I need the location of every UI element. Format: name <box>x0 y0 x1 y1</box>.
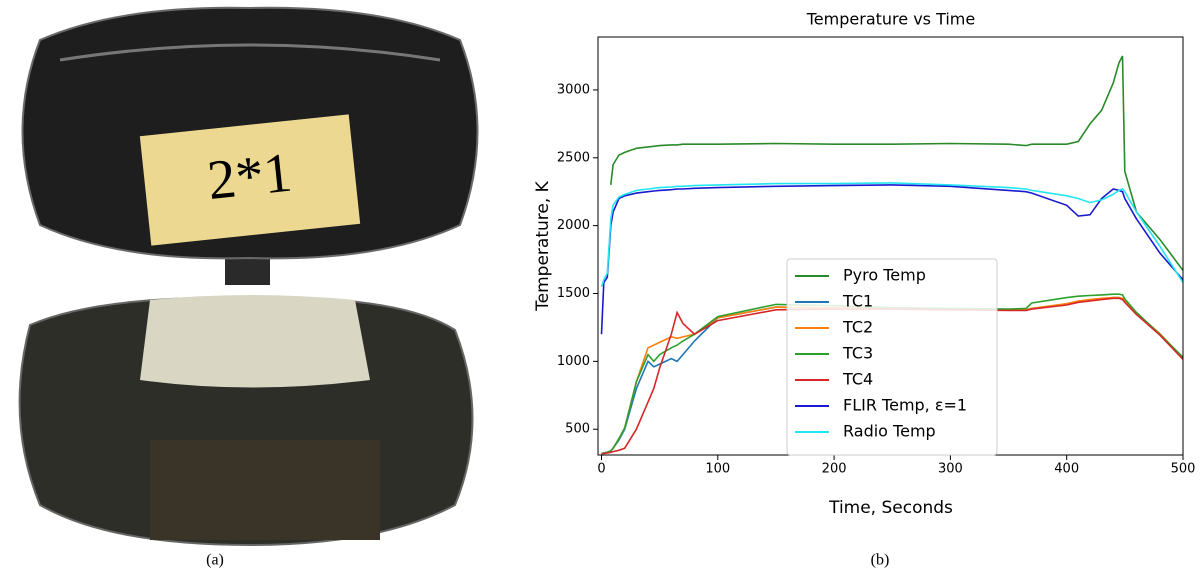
y-tick-label: 1000 <box>557 354 590 369</box>
legend-label: Pyro Temp <box>843 266 926 285</box>
chart-title: Temperature vs Time <box>806 10 975 29</box>
legend-label: TC2 <box>842 318 873 337</box>
y-tick-label: 3000 <box>557 82 590 97</box>
page: 2*1 (a) (b) Temperature vs Time Time, Se… <box>0 0 1203 575</box>
caption: (a) <box>206 552 224 569</box>
y-axis-label: Temperature, K <box>533 180 553 311</box>
legend-label: FLIR Temp, ε=1 <box>843 396 967 415</box>
legend-label: TC4 <box>842 370 873 389</box>
photo: 2*1 <box>20 8 478 545</box>
y-tick-label: 500 <box>565 422 590 437</box>
x-tick-label: 200 <box>822 462 847 477</box>
x-axis-label: Time, Seconds <box>828 498 953 518</box>
tag-label: 2*1 <box>205 142 295 212</box>
char-layer <box>150 440 380 540</box>
ablated-area <box>140 295 370 388</box>
figure: 2*1 (a) (b) Temperature vs Time Time, Se… <box>0 0 1203 575</box>
legend-label: Radio Temp <box>843 422 936 441</box>
y-tick-label: 1500 <box>557 286 590 301</box>
legend-label: TC1 <box>842 292 873 311</box>
x-tick-label: 400 <box>1054 462 1079 477</box>
y-tick-label: 2500 <box>557 150 590 165</box>
x-tick-label: 0 <box>597 462 605 477</box>
y-tick-label: 2000 <box>557 218 590 233</box>
series-line <box>611 56 1183 270</box>
x-tick-label: 100 <box>705 462 730 477</box>
x-tick-label: 300 <box>938 462 963 477</box>
caption: (b) <box>871 552 890 569</box>
x-tick-label: 500 <box>1171 462 1196 477</box>
legend-label: TC3 <box>842 344 873 363</box>
